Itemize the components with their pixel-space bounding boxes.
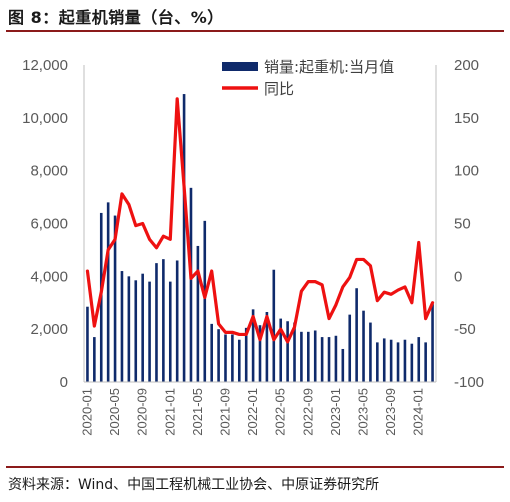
- y-right-tick-label: -50: [454, 321, 476, 338]
- legend-line-label: 同比: [264, 80, 294, 98]
- x-tick-label: 2024-01: [411, 388, 426, 436]
- line-series: [85, 97, 435, 344]
- combo-chart: 0 2,000 4,000 6,000 8,000 10,000 12,000 -100 -5…: [22, 57, 484, 436]
- bar-2022-01: [251, 309, 255, 382]
- legend-bar-swatch: [222, 62, 258, 71]
- bar-2021-08: [217, 329, 220, 382]
- x-tick-label: 2021-01: [162, 388, 177, 436]
- bar-2020-08: [134, 280, 138, 382]
- bar-2021-12: [244, 327, 248, 382]
- x-tick-label: 2022-09: [300, 388, 315, 436]
- bar-2022-04: [272, 269, 276, 382]
- bar-2020-11: [155, 263, 158, 383]
- y-left-tick-label: 4,000: [30, 268, 68, 285]
- x-tick-label: 2023-01: [328, 388, 343, 436]
- x-tick-label: 2021-05: [190, 388, 205, 436]
- bar-2023-10: [396, 342, 400, 383]
- bar-2023-05: [362, 310, 365, 382]
- x-tick-label: 2020-01: [79, 388, 94, 436]
- x-ticks: 2020-01 2020-05 2020-09 2021-01 2021-05 2021-…: [79, 388, 425, 436]
- bar-2020-02: [93, 337, 96, 382]
- bar-2022-10: [313, 330, 317, 382]
- axes: [83, 65, 437, 383]
- bar-2024-01: [417, 337, 421, 382]
- source-note: 资料来源：Wind、中国工程机械工业协会、中原证券研究所: [8, 477, 380, 493]
- bar-2021-09: [224, 334, 227, 382]
- y-left-tick-label: 8,000: [30, 163, 68, 180]
- bar-2023-09: [389, 339, 393, 382]
- y-right-ticks: -100 -50 0 50 100 150 200: [454, 57, 484, 391]
- bar-2021-03: [182, 94, 186, 382]
- y-right-tick-label: 100: [454, 163, 479, 180]
- bar-2023-08: [382, 338, 386, 382]
- yoy-line: [85, 97, 435, 344]
- y-left-tick-label: 0: [60, 374, 68, 391]
- bar-2020-04: [106, 202, 110, 382]
- y-right-tick-label: 50: [454, 216, 471, 233]
- bar-2020-10: [148, 281, 151, 382]
- bar-2022-07: [293, 322, 296, 382]
- x-tick-label: 2023-09: [383, 388, 398, 436]
- x-tick-label: 2023-05: [356, 388, 371, 436]
- legend-bar-label: 销量:起重机:当月值: [264, 58, 394, 76]
- bar-2023-03: [348, 314, 352, 382]
- legend: 销量:起重机:当月值 同比: [222, 58, 394, 98]
- bar-2020-05: [113, 215, 117, 382]
- bar-2021-01: [168, 281, 172, 382]
- bar-2020-12: [162, 259, 165, 382]
- bar-2023-01: [334, 335, 338, 382]
- bar-2023-07: [376, 342, 379, 383]
- bar-2022-11: [320, 337, 324, 382]
- bar-2023-04: [355, 288, 358, 382]
- bar-2021-11: [237, 339, 241, 382]
- x-tick-label: 2022-01: [245, 388, 260, 436]
- bar-2021-06: [203, 220, 207, 382]
- source-rule: [6, 466, 504, 468]
- y-left-tick-label: 6,000: [30, 216, 68, 233]
- bar-2020-01: [86, 306, 89, 382]
- x-tick-label: 2020-05: [107, 388, 122, 436]
- bar-2023-12: [410, 343, 414, 382]
- bar-2022-05: [279, 318, 283, 382]
- bar-2023-02: [341, 348, 345, 382]
- x-tick-label: 2021-09: [217, 388, 232, 436]
- bar-2021-04: [189, 187, 193, 382]
- bar-2022-12: [327, 337, 331, 382]
- y-right-tick-label: 150: [454, 110, 479, 127]
- title-rule: [6, 30, 504, 32]
- bar-2021-05: [196, 245, 200, 382]
- bar-2020-09: [141, 273, 144, 382]
- bar-2020-06: [120, 271, 124, 382]
- bar-2022-08: [300, 331, 303, 382]
- bar-2022-06: [286, 321, 289, 382]
- y-right-tick-label: 200: [454, 57, 479, 74]
- bar-2022-09: [307, 331, 310, 382]
- bar-2024-03: [431, 304, 434, 382]
- bar-2020-07: [127, 276, 131, 382]
- bar-2024-02: [424, 342, 427, 383]
- x-tick-label: 2020-09: [135, 388, 150, 436]
- bar-series: [86, 94, 434, 383]
- bar-2021-02: [175, 260, 179, 382]
- bar-2023-11: [403, 339, 407, 382]
- chart-title: 图 8：起重机销量（台、%）: [8, 8, 224, 27]
- bar-2021-07: [210, 323, 213, 382]
- bar-2022-03: [265, 312, 269, 382]
- y-right-tick-label: 0: [454, 268, 462, 285]
- y-right-tick-label: -100: [454, 374, 484, 391]
- x-tick-label: 2022-05: [273, 388, 288, 436]
- bar-2021-10: [231, 334, 234, 382]
- y-left-ticks: 0 2,000 4,000 6,000 8,000 10,000 12,000: [22, 57, 68, 391]
- y-left-tick-label: 2,000: [30, 321, 68, 338]
- y-left-tick-label: 12,000: [22, 57, 68, 74]
- bar-2023-06: [369, 322, 372, 382]
- y-left-tick-label: 10,000: [22, 110, 68, 127]
- bar-2022-02: [258, 325, 262, 382]
